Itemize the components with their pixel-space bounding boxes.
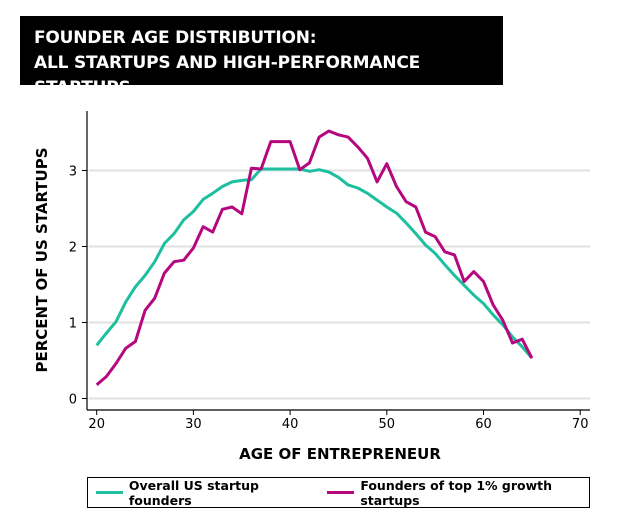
x-tick-label: 70: [572, 417, 589, 432]
legend: Overall US startup founders Founders of …: [87, 477, 590, 508]
legend-label-top-growth: Founders of top 1% growth startups: [360, 477, 553, 508]
y-tick-label: 1: [69, 317, 77, 332]
x-tick-label: 30: [185, 417, 202, 432]
y-tick-label: 2: [69, 241, 77, 256]
series-line-top-growth: [95, 129, 534, 386]
legend-label-overall: Overall US startup founders: [128, 477, 259, 508]
chart-title-line-1: FOUNDER AGE DISTRIBUTION:: [34, 28, 317, 48]
y-axis-title: PERCENT OF US STARTUPS: [33, 147, 51, 372]
y-tick-label: 0: [69, 393, 77, 408]
x-tick-label: 60: [475, 417, 492, 432]
legend-item-top-growth: Founders of top 1% growth startups: [327, 478, 589, 508]
legend-swatch-top-growth: [327, 491, 355, 494]
x-tick-label: 40: [282, 417, 299, 432]
legend-swatch-overall: [96, 491, 123, 494]
x-axis-title: AGE OF ENTREPRENEUR: [239, 445, 441, 463]
y-tick-label: 3: [69, 165, 77, 180]
legend-item-overall: Overall US startup founders: [96, 478, 305, 508]
chart-title-line-2: ALL STARTUPS AND HIGH-PERFORMANCE STARTU…: [34, 53, 421, 98]
x-tick-label: 50: [379, 417, 396, 432]
x-tick-label: 20: [88, 417, 105, 432]
chart-title: FOUNDER AGE DISTRIBUTION: ALL STARTUPS A…: [20, 16, 503, 98]
series-line-overall: [95, 167, 534, 360]
